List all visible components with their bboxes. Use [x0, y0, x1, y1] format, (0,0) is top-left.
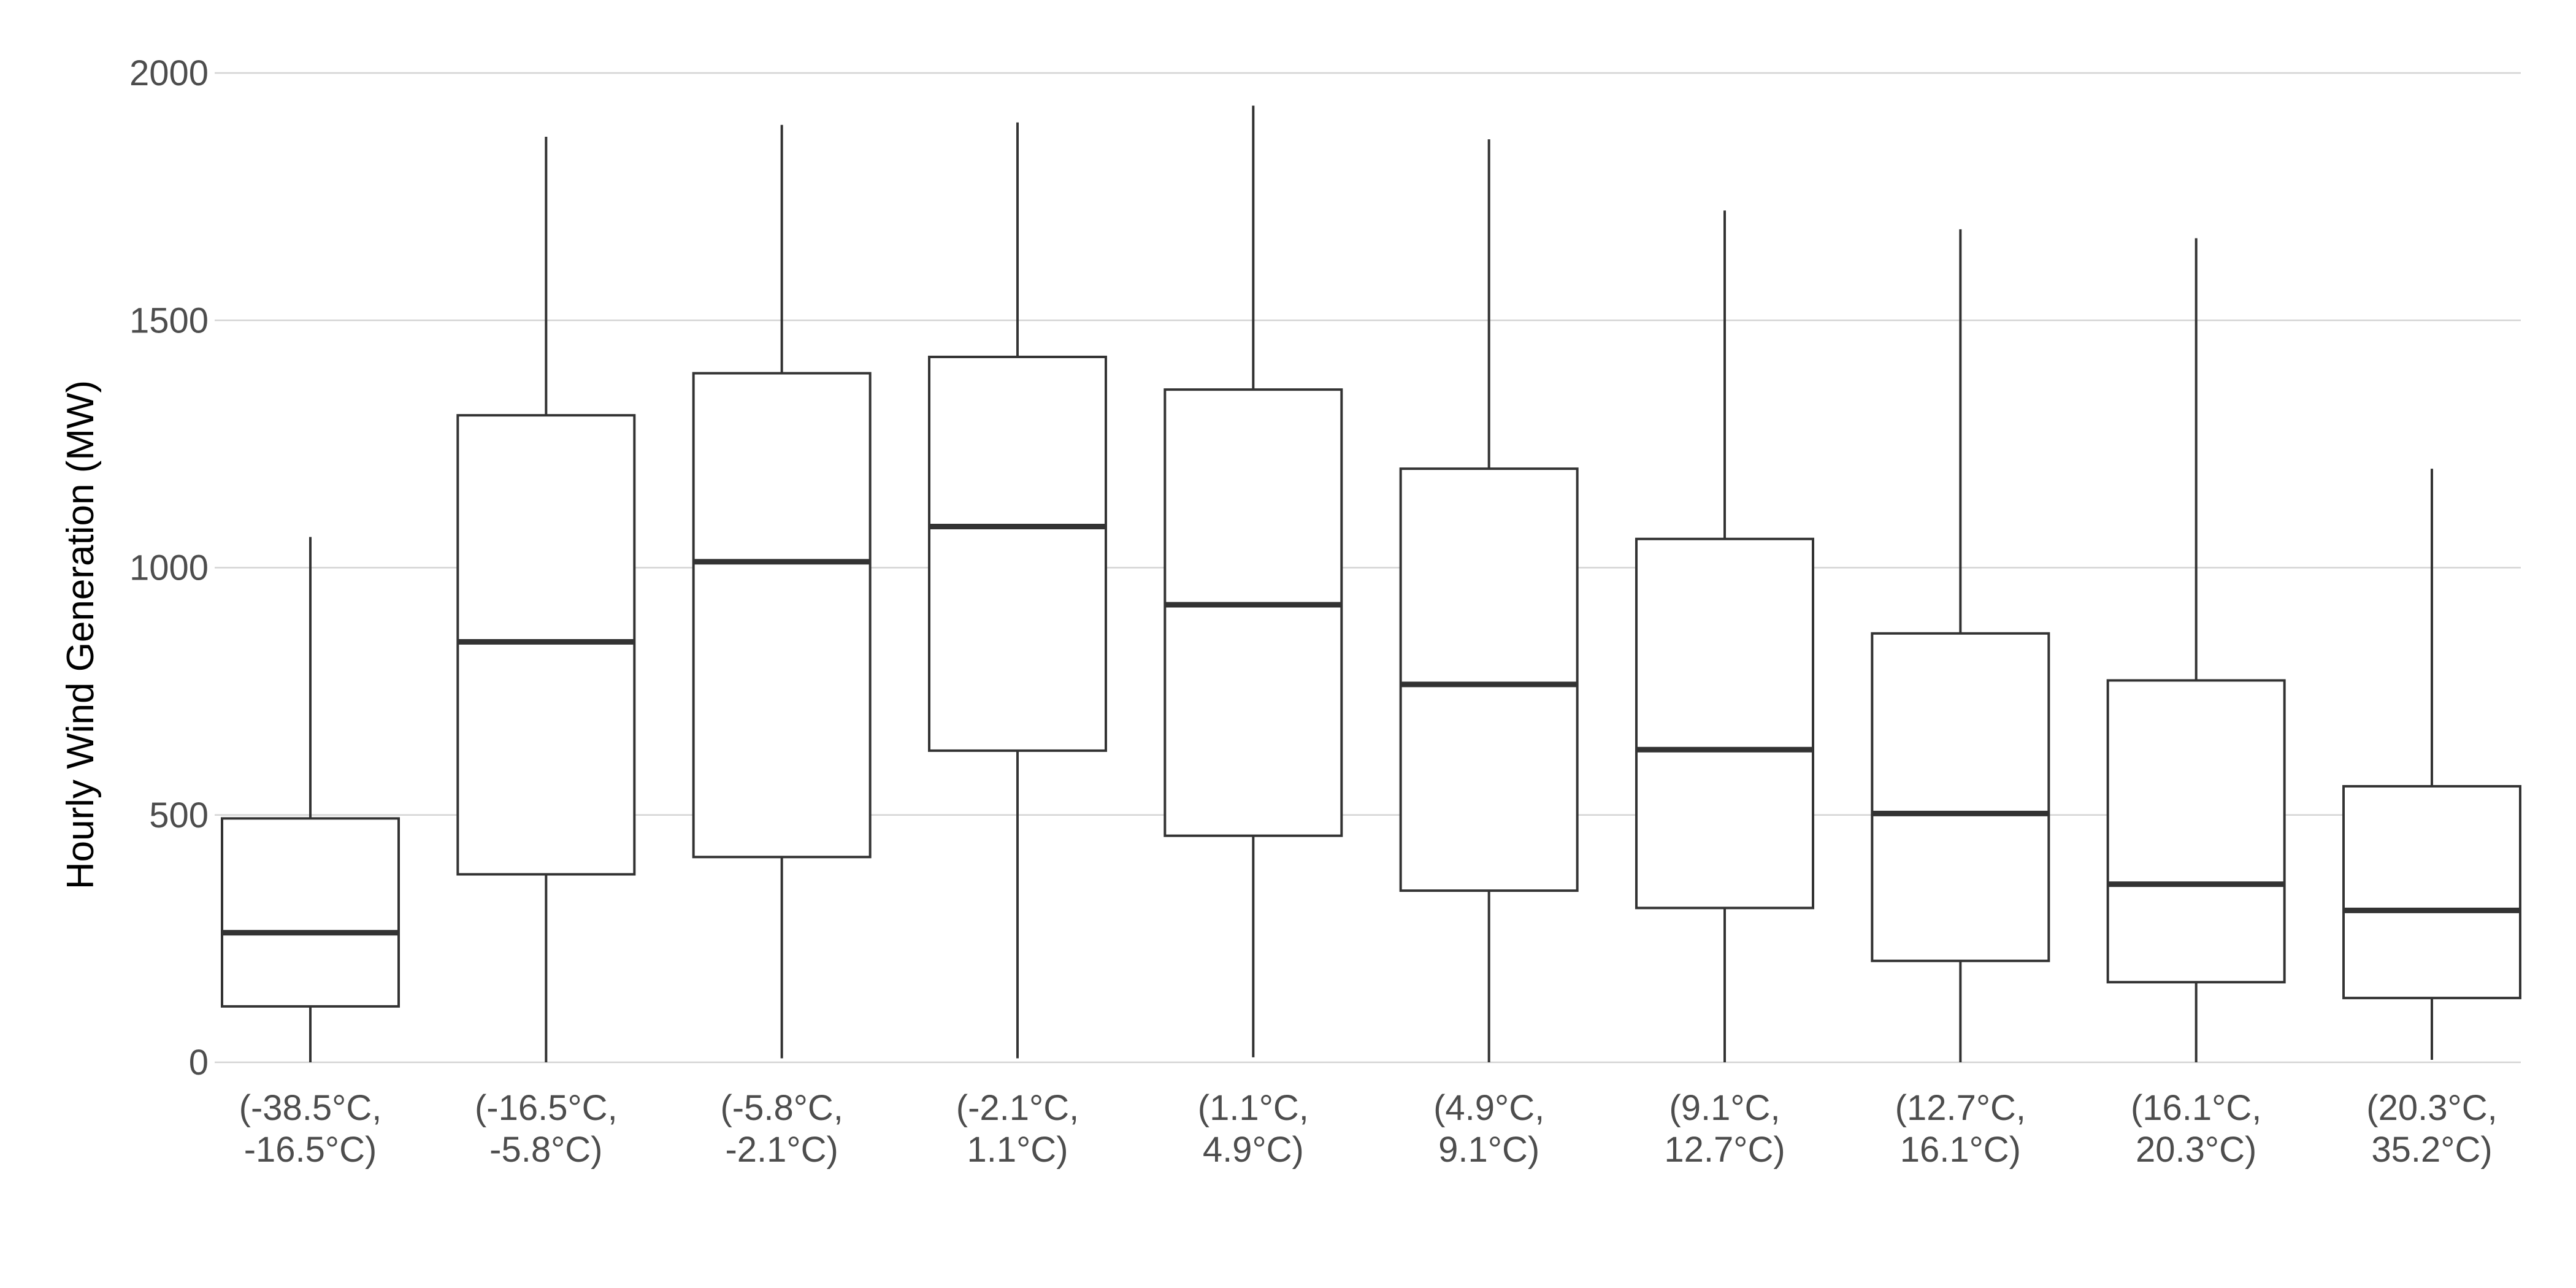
box-series — [221, 105, 2521, 1062]
x-tick-label-line: -2.1°C) — [725, 1130, 838, 1170]
x-tick-label-line: -16.5°C) — [244, 1130, 377, 1170]
x-tick-label: (9.1°C, 12.7°C) — [1664, 1088, 1785, 1170]
x-tick-label: (12.7°C, 16.1°C) — [1895, 1088, 2026, 1170]
box-6 — [1635, 210, 1814, 1062]
x-tick-label-line: 12.7°C) — [1664, 1130, 1785, 1170]
x-tick-label: (-5.8°C, -2.1°C) — [720, 1088, 843, 1170]
box-3 — [928, 122, 1107, 1059]
x-tick-label: (-2.1°C, 1.1°C) — [956, 1088, 1079, 1170]
x-tick-label: (1.1°C, 4.9°C) — [1198, 1088, 1309, 1170]
y-tick-label: 0 — [189, 1043, 209, 1083]
x-tick-label: (4.9°C, 9.1°C) — [1433, 1088, 1544, 1170]
box-2 — [692, 125, 872, 1059]
box-iqr — [692, 372, 872, 859]
box-iqr — [1871, 632, 2050, 962]
box-iqr — [1399, 467, 1579, 892]
box-iqr — [221, 817, 400, 1008]
y-tick-label: 2000 — [129, 53, 209, 93]
x-tick-labels: (-38.5°C, -16.5°C) (-16.5°C, -5.8°C) (-5.8°C… — [239, 1088, 2497, 1170]
y-tick-label: 500 — [149, 795, 209, 835]
x-tick-label-line: 4.9°C) — [1203, 1130, 1304, 1170]
box-iqr — [2106, 679, 2286, 984]
x-tick-label-line: (-38.5°C, — [239, 1088, 382, 1128]
x-tick-label-line: -5.8°C) — [489, 1130, 602, 1170]
box-9 — [2342, 469, 2521, 1060]
x-tick-label-line: 16.1°C) — [1900, 1130, 2021, 1170]
y-tick-label: 1000 — [129, 548, 209, 588]
x-tick-label-line: (20.3°C, — [2366, 1088, 2497, 1128]
x-tick-label: (16.1°C, 20.3°C) — [2131, 1088, 2261, 1170]
x-tick-label-line: (9.1°C, — [1669, 1088, 1780, 1128]
x-tick-label-line: 20.3°C) — [2136, 1130, 2256, 1170]
x-tick-label-line: (16.1°C, — [2131, 1088, 2261, 1128]
x-tick-label: (-38.5°C, -16.5°C) — [239, 1088, 382, 1170]
x-tick-label-line: (4.9°C, — [1433, 1088, 1544, 1128]
box-iqr — [928, 355, 1107, 752]
y-tick-labels: 0 500 1000 1500 2000 — [129, 53, 209, 1083]
box-7 — [1871, 229, 2050, 1062]
x-tick-label-line: (-5.8°C, — [720, 1088, 843, 1128]
box-iqr — [456, 414, 636, 876]
box-iqr — [1635, 537, 1814, 910]
x-tick-label-line: (-2.1°C, — [956, 1088, 1079, 1128]
box-iqr — [1163, 388, 1343, 837]
box-1 — [456, 137, 636, 1062]
x-tick-label: (-16.5°C, -5.8°C) — [475, 1088, 618, 1170]
box-8 — [2106, 238, 2286, 1062]
box-5 — [1399, 139, 1579, 1062]
box-4 — [1163, 105, 1343, 1057]
x-tick-label-line: (12.7°C, — [1895, 1088, 2026, 1128]
box-iqr — [2342, 784, 2521, 1000]
y-axis-title: Hourly Wind Generation (MW) — [59, 380, 102, 889]
x-tick-label-line: (1.1°C, — [1198, 1088, 1309, 1128]
x-tick-label-line: 9.1°C) — [1438, 1130, 1539, 1170]
x-tick-label-line: 35.2°C) — [2371, 1130, 2492, 1170]
x-tick-label-line: 1.1°C) — [967, 1130, 1068, 1170]
y-tick-label: 1500 — [129, 301, 209, 340]
x-tick-label: (20.3°C, 35.2°C) — [2366, 1088, 2497, 1170]
x-tick-label-line: (-16.5°C, — [475, 1088, 618, 1128]
box-0 — [221, 537, 400, 1062]
